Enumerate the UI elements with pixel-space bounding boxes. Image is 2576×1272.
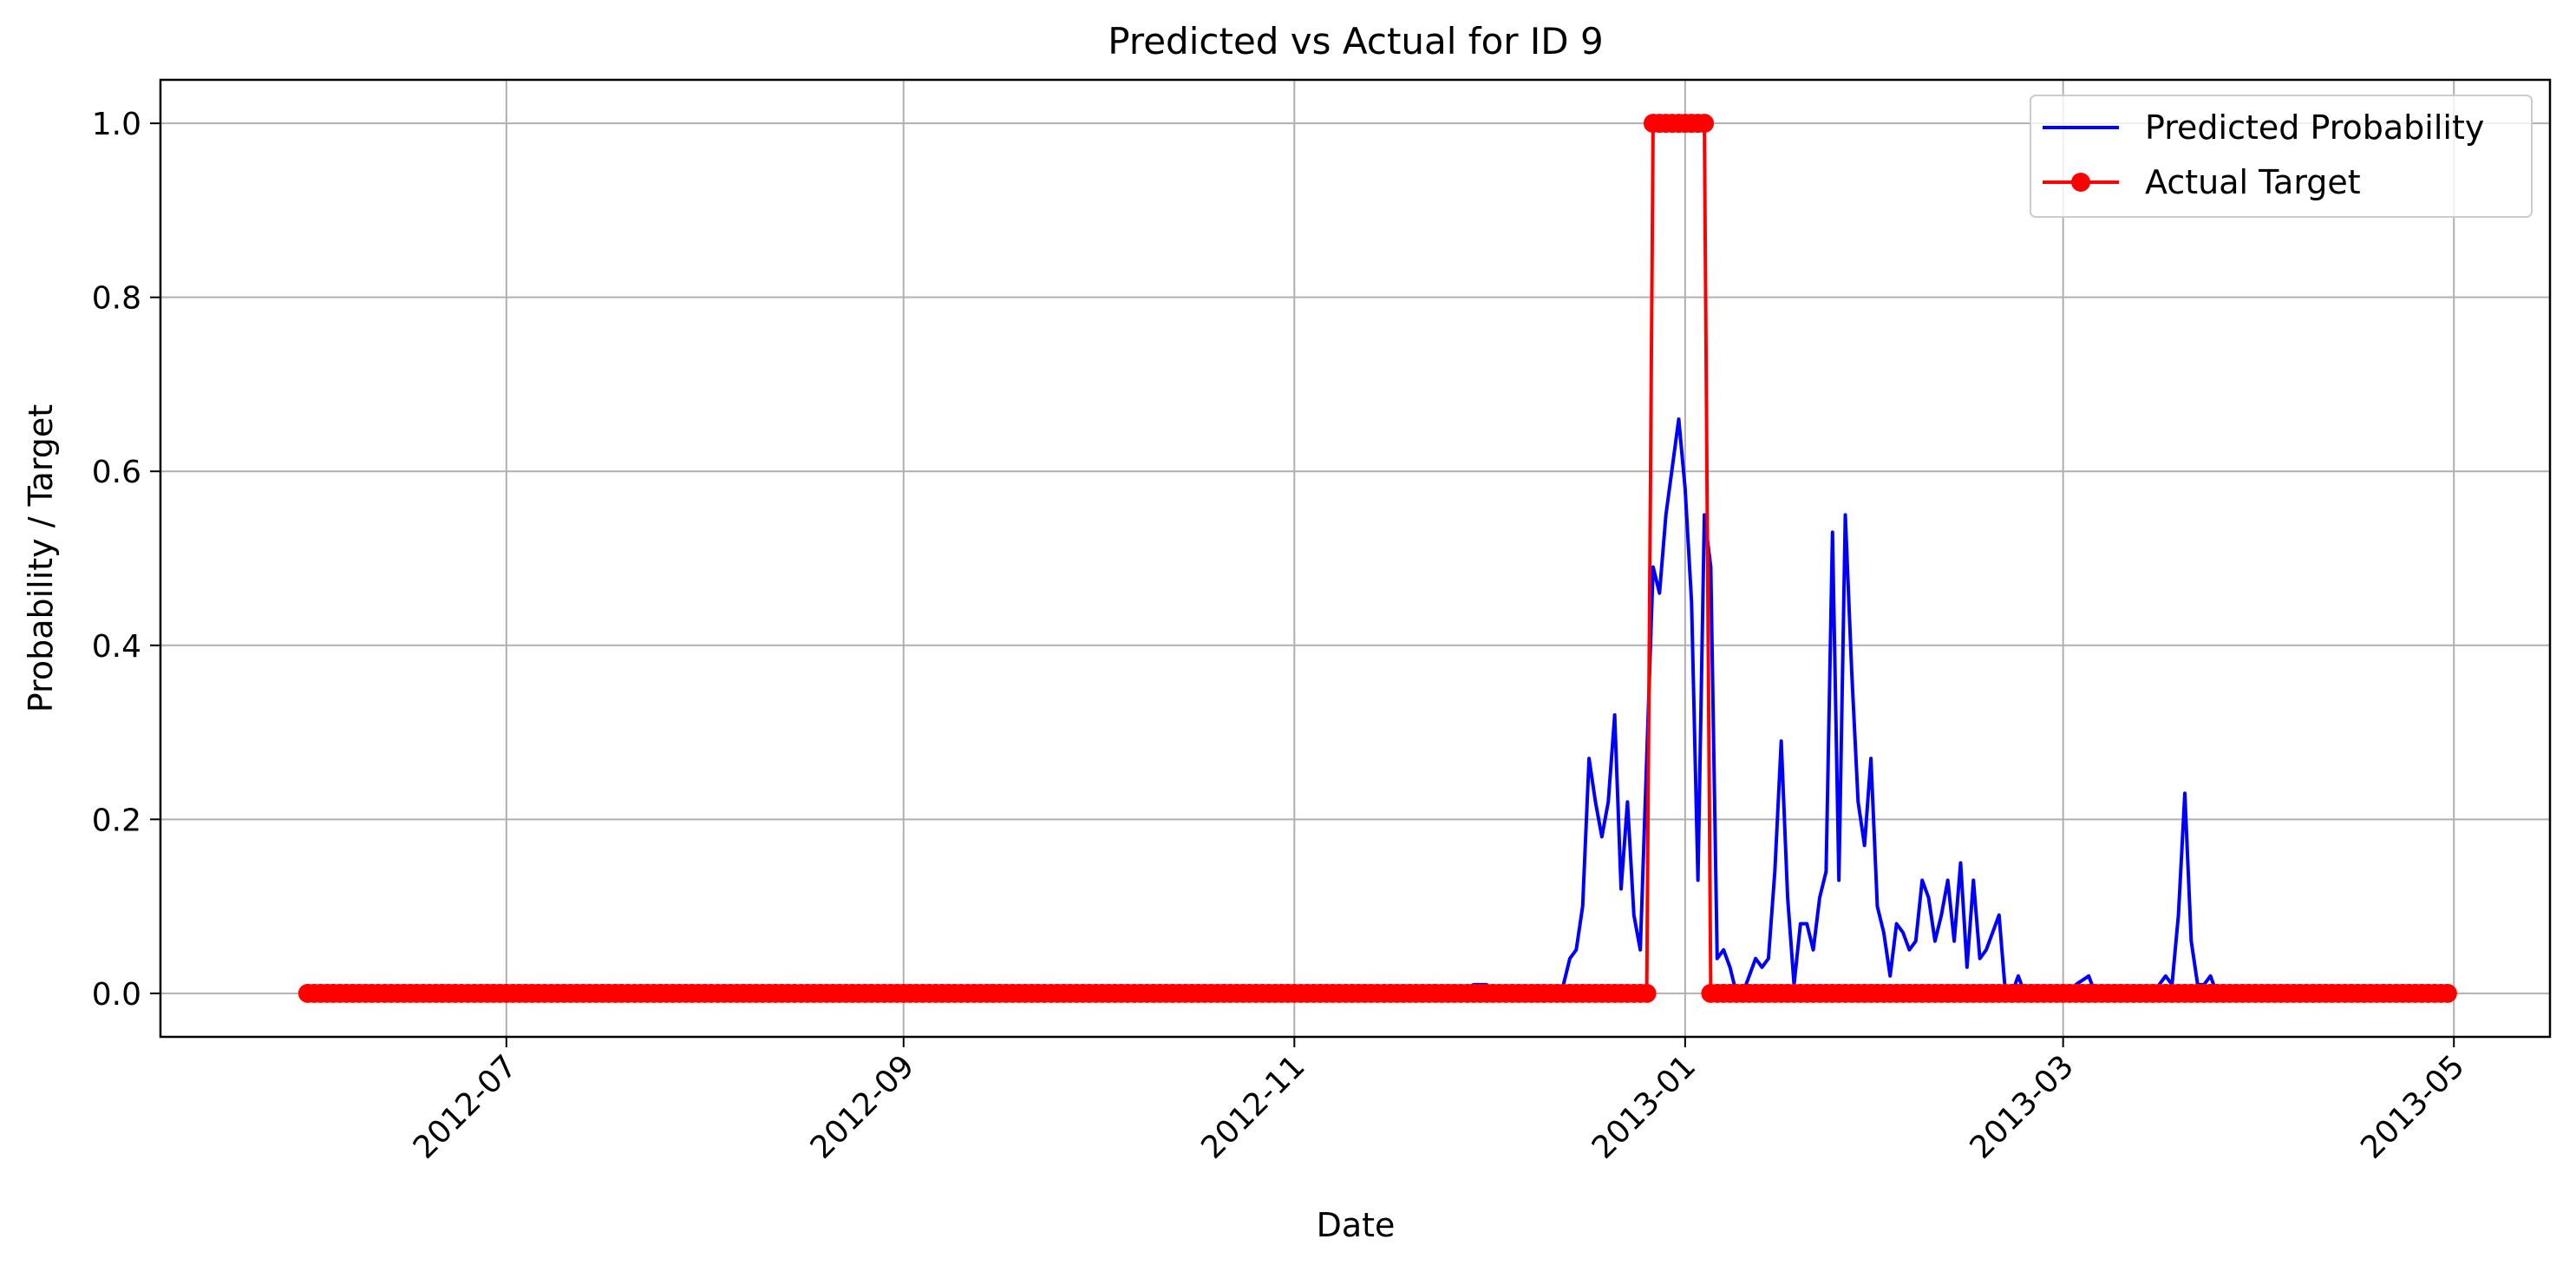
y-tick-label: 0.8 <box>92 281 141 317</box>
actual-target-marker <box>1695 114 1715 134</box>
chart-title: Predicted vs Actual for ID 9 <box>1108 20 1603 62</box>
legend: Predicted Probability Actual Target <box>2030 95 2533 218</box>
y-tick-label: 0.4 <box>92 629 141 665</box>
y-tick-label: 0.0 <box>92 977 141 1013</box>
legend-actual-marker <box>2071 173 2090 192</box>
plot-frame <box>159 78 2552 1039</box>
y-axis-ticks: 0.0 0.2 0.4 0.6 0.8 1.0 <box>92 107 160 1013</box>
legend-box <box>2030 95 2533 218</box>
y-tick-label: 0.6 <box>92 455 141 490</box>
x-axis-label: Date <box>1317 1206 1396 1244</box>
series-layer <box>297 114 2457 1003</box>
actual-target-marker <box>2437 983 2457 1003</box>
y-tick-label: 1.0 <box>92 107 141 142</box>
legend-predicted-label: Predicted Probability <box>2145 108 2484 147</box>
y-tick-label: 0.2 <box>92 803 141 838</box>
actual-target-marker <box>1637 983 1657 1003</box>
y-axis-label: Probability / Target <box>22 404 60 712</box>
legend-actual-label: Actual Target <box>2145 163 2361 201</box>
